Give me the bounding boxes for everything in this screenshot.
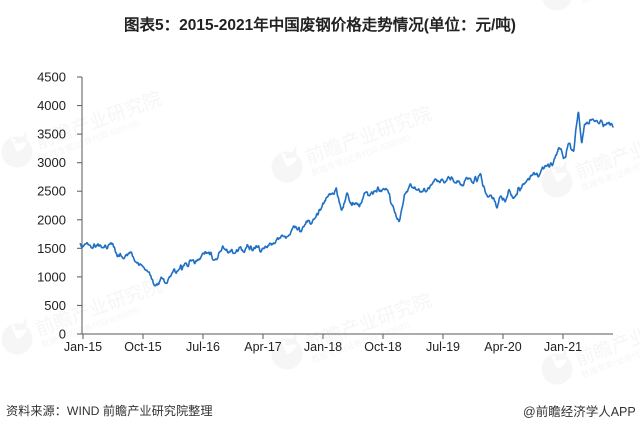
svg-text:4000: 4000 xyxy=(37,98,66,113)
svg-text:Oct-15: Oct-15 xyxy=(124,340,162,354)
svg-text:4500: 4500 xyxy=(37,70,66,85)
svg-text:1000: 1000 xyxy=(37,269,66,284)
svg-text:3000: 3000 xyxy=(37,155,66,170)
svg-text:Jan-18: Jan-18 xyxy=(304,340,342,354)
svg-text:Oct-18: Oct-18 xyxy=(364,340,402,354)
svg-text:2500: 2500 xyxy=(37,184,66,199)
svg-text:2000: 2000 xyxy=(37,212,66,227)
svg-text:Apr-20: Apr-20 xyxy=(484,340,522,354)
svg-text:Jul-19: Jul-19 xyxy=(426,340,460,354)
svg-text:500: 500 xyxy=(44,298,66,313)
svg-text:3500: 3500 xyxy=(37,127,66,142)
svg-text:Jan-15: Jan-15 xyxy=(64,340,102,354)
svg-text:Apr-17: Apr-17 xyxy=(244,340,282,354)
svg-text:Jan-21: Jan-21 xyxy=(544,340,582,354)
svg-text:Jul-16: Jul-16 xyxy=(186,340,220,354)
svg-text:1500: 1500 xyxy=(37,241,66,256)
